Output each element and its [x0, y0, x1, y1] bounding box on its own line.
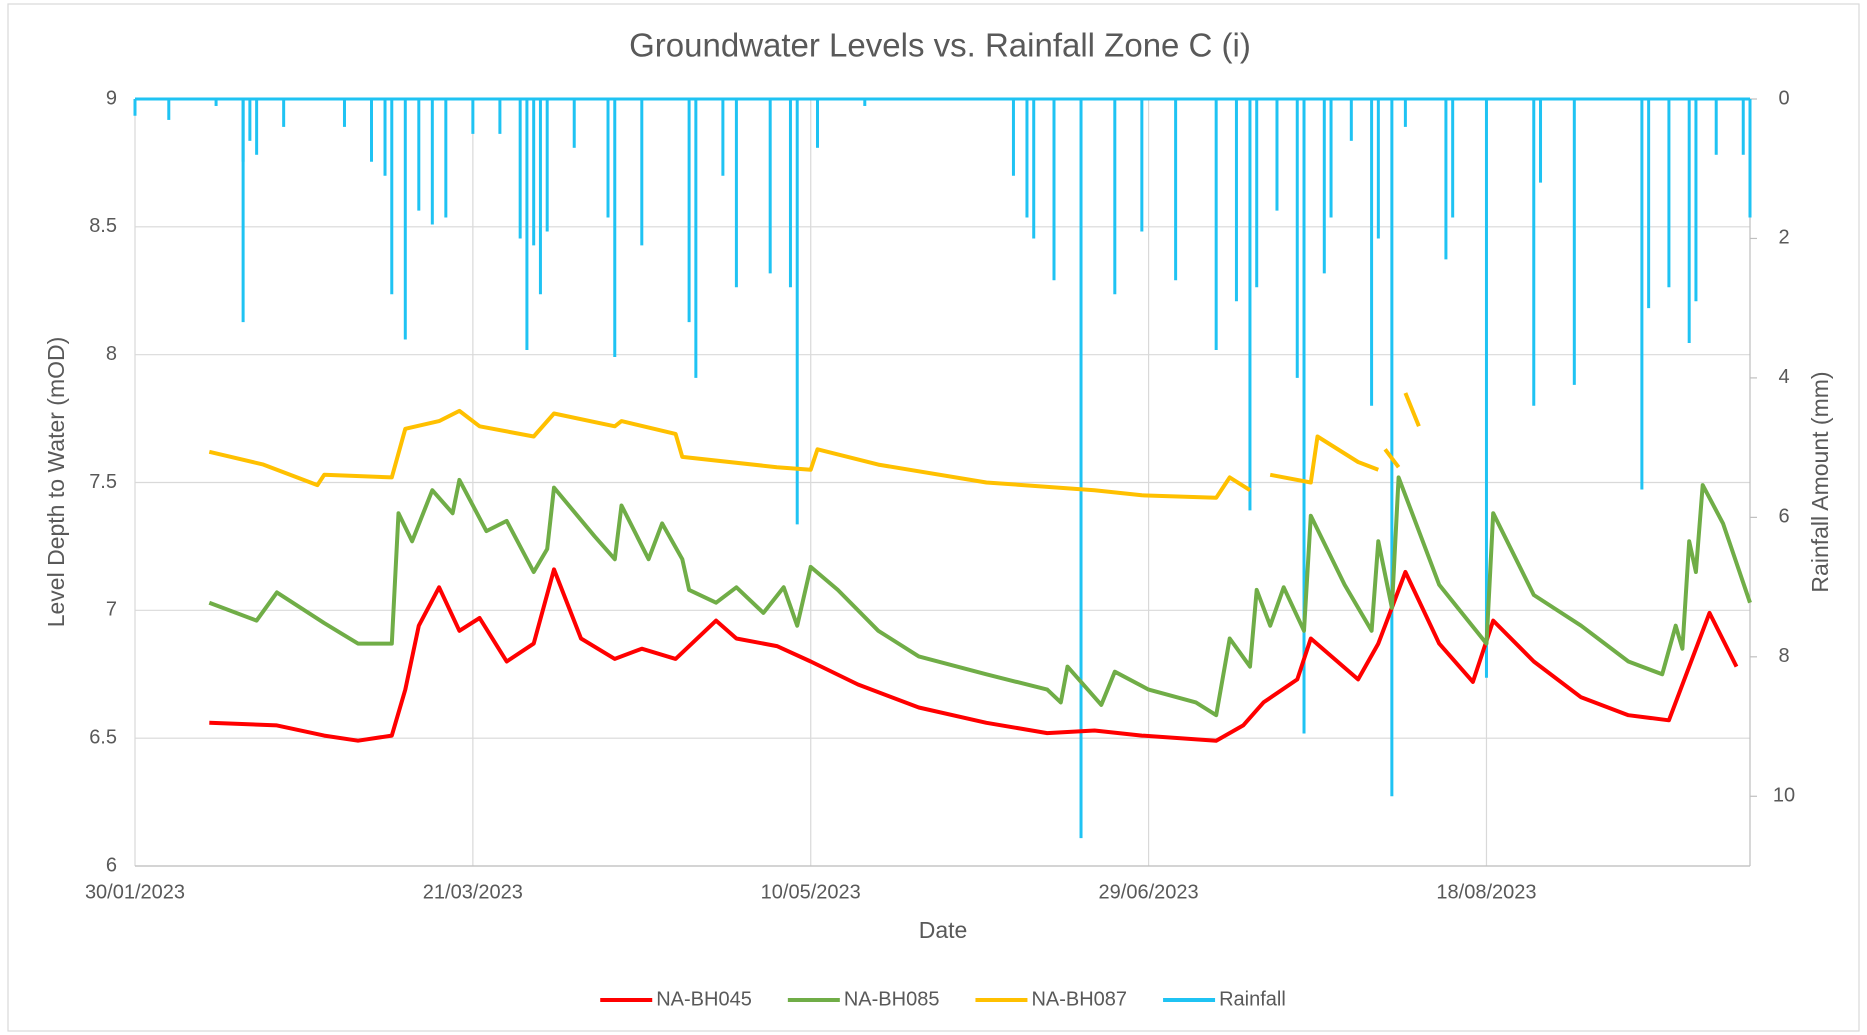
x-axis-label: Date [919, 917, 968, 943]
chart-title: Groundwater Levels vs. Rainfall Zone C (… [629, 27, 1251, 64]
y2-tick-label: 8 [1778, 645, 1789, 667]
series-line [208, 392, 1421, 500]
series-line [209, 567, 1739, 743]
legend: NA-BH045 NA-BH085 NA-BH087 Rainfall [600, 988, 1286, 1010]
y2-axis-label: Rainfall Amount (mm) [1807, 371, 1833, 592]
x-tick-label: 21/03/2023 [423, 881, 523, 903]
y2-tick-label: 10 [1773, 785, 1795, 807]
y-axis-label: Level Depth to Water (mOD) [43, 337, 69, 628]
y2-tick-label: 4 [1778, 366, 1789, 388]
series-line [208, 475, 1752, 718]
x-tick-label: 10/05/2023 [761, 881, 861, 903]
y2-tick-label: 6 [1778, 506, 1789, 528]
y2-tick-label: 2 [1778, 227, 1789, 249]
y-tick-label: 9 [106, 87, 117, 109]
y2-tick-label: 0 [1778, 87, 1789, 109]
y-tick-label: 7 [106, 599, 117, 621]
y-tick-label: 6.5 [89, 726, 117, 748]
legend-label: Rainfall [1219, 988, 1286, 1010]
legend-label: NA-BH045 [656, 988, 752, 1010]
chart-border [7, 3, 1860, 1032]
y-tick-label: 6 [106, 854, 117, 876]
y-tick-label: 8.5 [89, 215, 117, 237]
legend-label: NA-BH085 [844, 988, 940, 1010]
x-tick-label: 30/01/2023 [85, 881, 185, 903]
x-tick-label: 18/08/2023 [1436, 881, 1536, 903]
y-tick-label: 7.5 [89, 471, 117, 493]
x-tick-label: 29/06/2023 [1099, 881, 1199, 903]
y-tick-label: 8 [106, 343, 117, 365]
legend-label: NA-BH087 [1031, 988, 1127, 1010]
